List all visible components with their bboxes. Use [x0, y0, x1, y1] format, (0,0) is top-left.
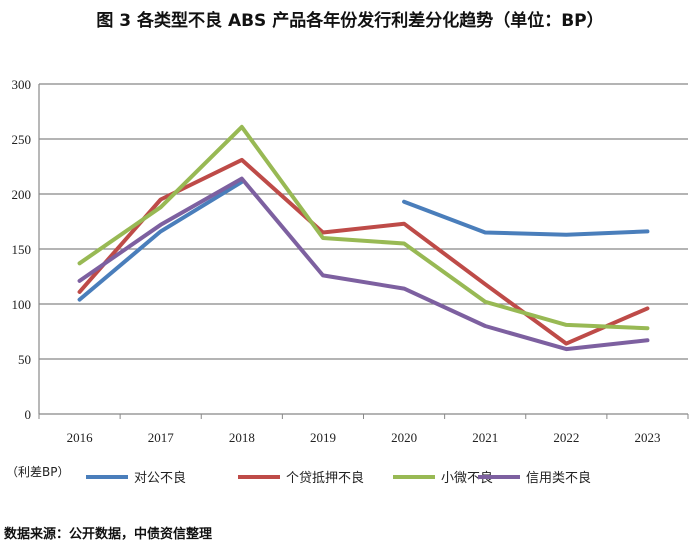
x-tick-label: 2023	[634, 430, 660, 445]
y-tick-label: 200	[12, 187, 32, 202]
chart-title: 图 3 各类型不良 ABS 产品各年份发行利差分化趋势（单位：BP）	[96, 11, 604, 31]
x-tick-label: 2021	[472, 430, 498, 445]
source-note: 数据来源：公开数据，中债资信整理	[4, 527, 213, 542]
x-tick-label: 2016	[67, 430, 94, 445]
series-line-1	[77, 157, 650, 346]
x-tick-label: 2020	[391, 430, 417, 445]
legend-label: 信用类不良	[526, 470, 591, 486]
series-line-2	[77, 124, 650, 331]
y-tick-label: 300	[12, 77, 32, 92]
y-tick-label: 0	[25, 407, 32, 422]
legend-label: 个贷抵押不良	[286, 470, 364, 486]
legend-label: 小微不良	[441, 470, 493, 486]
y-tick-label: 250	[12, 132, 32, 147]
y-tick-label: 150	[12, 242, 32, 257]
x-tick-label: 2018	[229, 430, 255, 445]
y-tick-label: 50	[18, 352, 31, 367]
x-tick-label: 2017	[148, 430, 175, 445]
y-axis-unit-label: （利差BP）	[6, 465, 70, 479]
y-tick-label: 100	[12, 297, 32, 312]
series-line-3	[77, 176, 650, 352]
x-tick-label: 2022	[553, 430, 579, 445]
x-tick-label: 2019	[310, 430, 336, 445]
series-line-0	[402, 199, 650, 237]
legend-label: 对公不良	[134, 470, 186, 486]
